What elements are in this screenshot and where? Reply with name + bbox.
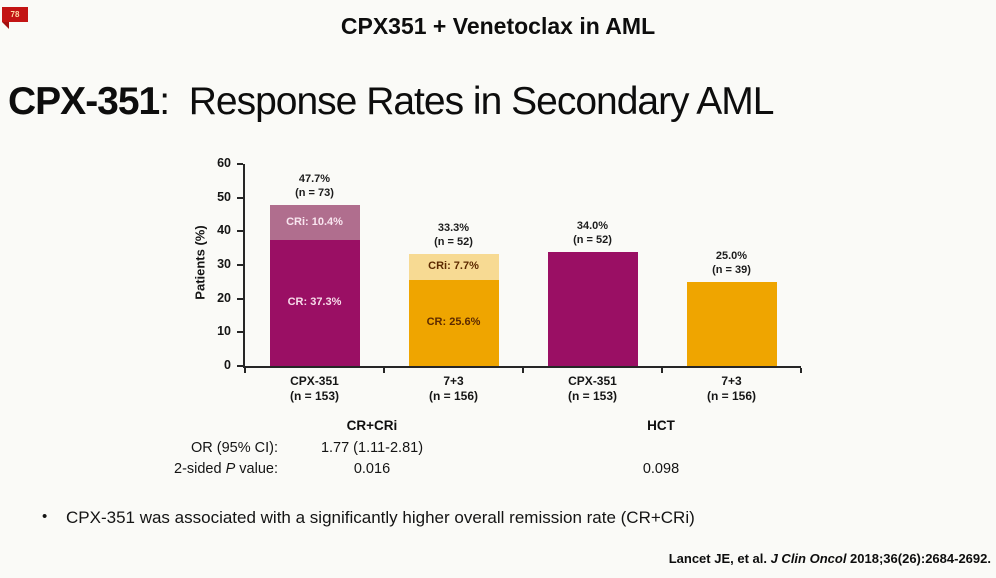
y-tick-mark [237, 264, 243, 266]
y-tick-label: 30 [217, 257, 231, 271]
y-tick-label: 40 [217, 223, 231, 238]
y-tick-mark [237, 163, 243, 165]
x-tick-mark [661, 368, 663, 373]
y-tick-label: 10 [217, 324, 231, 339]
corner-fold-icon [2, 22, 9, 29]
slide-number-tag: 78 [2, 7, 28, 22]
citation-pre: Lancet JE, et al. [668, 551, 771, 566]
x-category-name: CPX-351 [568, 374, 617, 388]
bar-total-n: (n = 52) [573, 233, 612, 246]
segment-value-label: CR: 37.3% [287, 296, 342, 309]
bar-total-percent: 25.0% [715, 249, 748, 262]
x-tick-mark [522, 368, 524, 373]
x-category-n: (n = 156) [706, 389, 757, 403]
citation: Lancet JE, et al. J Clin Oncol 2018;36(2… [669, 551, 991, 566]
bar-segment-cri-cpx-351: CRi: 10.4% [269, 205, 360, 241]
x-category-name: CPX-351 [290, 374, 339, 388]
x-tick-mark [800, 368, 802, 373]
p-row-label-post: value: [235, 461, 278, 477]
y-tick-mark [237, 297, 243, 300]
or-value-cr-cri: 1.77 (1.11-2.81) [320, 440, 424, 456]
bar-segment-cri-7+3: CRi: 7.7% [408, 253, 499, 280]
y-tick-mark [237, 365, 243, 367]
bar-total-label: 33.3% (n = 52) [394, 221, 514, 249]
x-category-label: 7+3 (n = 156) [667, 374, 797, 404]
y-tick-mark [237, 230, 243, 233]
x-tick-mark [244, 368, 246, 373]
bar-total-percent: 34.0% [576, 219, 609, 232]
bar-segment-hct-7+3 [686, 281, 777, 366]
x-category-name: 7+3 [721, 374, 742, 388]
x-category-label: 7+3 (n = 156) [389, 374, 519, 404]
slide-title-subject: : Response Rates in Secondary AML [159, 80, 774, 123]
citation-journal: J Clin Oncol [770, 551, 847, 566]
segment-value-label: CR: 25.6% [426, 315, 481, 328]
bar-chart-plot-area: 0 10 20 30 40 50 60 CR: 37.3% CRi: 10.4% 47.7% (n … [217, 156, 802, 403]
x-category-n: (n = 153) [289, 389, 340, 403]
x-category-label: CPX-351 (n = 153) [528, 374, 658, 404]
bullet-text: CPX-351 was associated with a significan… [66, 508, 695, 527]
bar-total-label: 34.0% (n = 52) [533, 219, 653, 247]
p-row-label-italic: P [225, 461, 236, 477]
or-row-label: OR (95% CI): [190, 440, 278, 456]
x-tick-mark [383, 368, 385, 373]
y-tick-label: 20 [217, 290, 231, 305]
p-row-label-pre: 2-sided [174, 461, 226, 477]
deck-title: CPX351 + Venetoclax in AML [340, 13, 656, 39]
bar-total-n: (n = 39) [712, 263, 751, 276]
bar-segment-cr-7+3: CR: 25.6% [408, 279, 499, 366]
x-category-n: (n = 153) [567, 389, 618, 403]
y-tick-label: 60 [217, 156, 231, 170]
y-tick-label: 0 [224, 358, 231, 372]
slide-title: CPX-351: Response Rates in Secondary AML [8, 80, 774, 124]
slide-title-drug: CPX-351 [8, 80, 160, 123]
bar-segment-hct-cpx-351 [547, 251, 638, 366]
y-tick-mark [237, 331, 243, 334]
p-value-hct: 0.098 [642, 461, 680, 477]
bar-total-percent: 47.7% [298, 173, 331, 186]
segment-value-label: CRi: 10.4% [286, 215, 343, 228]
x-category-n: (n = 156) [428, 389, 479, 403]
citation-post: 2018;36(26):2684-2692. [846, 551, 991, 566]
p-row-label: 2-sided P value: [140, 461, 278, 477]
group-label-cr-cri: CR+CRi [346, 418, 398, 433]
bar-total-label: 25.0% (n = 39) [672, 249, 792, 277]
p-value-cr-cri: 0.016 [353, 461, 391, 477]
group-label-hct: HCT [647, 418, 675, 433]
x-category-name: 7+3 [443, 374, 464, 388]
bar-total-label: 47.7% (n = 73) [255, 172, 375, 200]
bar-total-n: (n = 52) [434, 235, 473, 248]
bar-segment-cr-cpx-351: CR: 37.3% [269, 240, 360, 366]
bullet-marker: • [42, 508, 48, 525]
y-tick-mark [237, 196, 243, 199]
y-tick-label: 50 [217, 189, 231, 204]
slide-number: 78 [10, 10, 20, 19]
bar-total-n: (n = 73) [295, 187, 334, 200]
segment-value-label: CRi: 7.7% [428, 259, 479, 272]
x-category-label: CPX-351 (n = 153) [250, 374, 380, 404]
bar-total-percent: 33.3% [437, 221, 470, 234]
